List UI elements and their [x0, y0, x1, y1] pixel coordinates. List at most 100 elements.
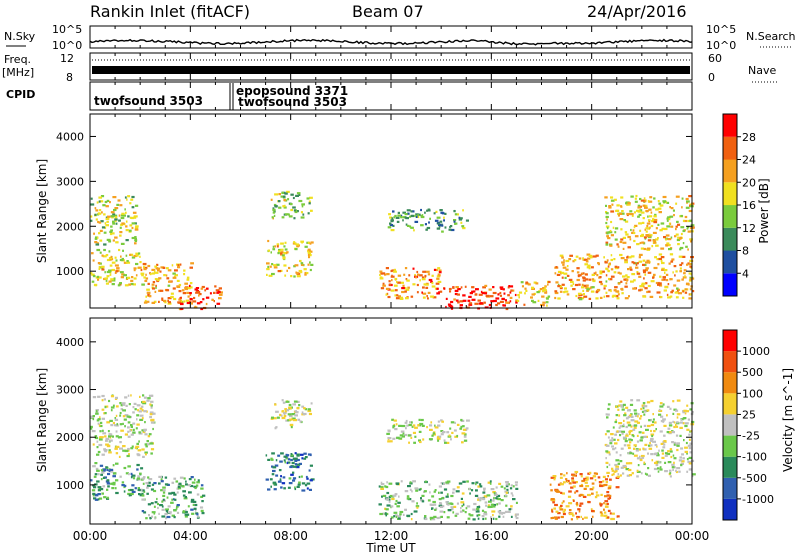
power-cell — [119, 226, 122, 229]
velocity-cell — [105, 480, 110, 483]
velocity-cell — [675, 469, 677, 472]
velocity-cell — [176, 505, 179, 508]
velocity-cell — [438, 498, 442, 501]
power-cell — [504, 299, 507, 302]
velocity-cell — [621, 408, 625, 411]
velocity-cell — [115, 452, 119, 455]
velocity-cell — [160, 478, 163, 481]
velocity-cell — [597, 476, 601, 479]
power-cell — [98, 276, 102, 279]
power-cell — [135, 262, 139, 266]
velocity-cell — [114, 417, 117, 420]
power-cell — [643, 285, 645, 288]
velocity-cell — [676, 413, 681, 416]
power-cell — [105, 282, 109, 285]
power-cell — [678, 237, 682, 240]
velocity-cell — [290, 426, 293, 429]
velocity-cell — [429, 424, 433, 427]
power-cell — [659, 204, 663, 207]
velocity-cell — [380, 487, 384, 490]
power-cell — [565, 259, 570, 263]
power-cell — [559, 287, 563, 290]
velocity-cell — [637, 413, 640, 416]
velocity-cell — [132, 431, 136, 434]
velocity-cell — [148, 478, 153, 481]
velocity-cell — [476, 514, 479, 517]
velocity-cell — [129, 488, 134, 492]
velocity-cell — [608, 487, 612, 490]
velocity-cell — [290, 473, 294, 476]
cpid-label: CPID — [6, 88, 35, 101]
power-cell — [167, 302, 172, 305]
velocity-colorbar-tick-label: -25 — [742, 430, 760, 443]
power-cell — [303, 268, 307, 271]
power-cell — [273, 266, 278, 269]
velocity-cell — [407, 434, 411, 437]
power-cell — [444, 212, 447, 215]
velocity-cell — [615, 414, 618, 417]
power-cell — [400, 281, 404, 284]
velocity-cell — [98, 473, 100, 476]
power-cell — [420, 208, 422, 212]
power-cell — [635, 194, 638, 198]
power-cell — [674, 291, 679, 294]
velocity-cell — [643, 424, 647, 427]
velocity-cell — [661, 452, 664, 455]
power-cell — [515, 299, 519, 302]
power-cell — [663, 201, 665, 204]
velocity-cell — [553, 507, 556, 510]
power-cell — [409, 215, 412, 218]
velocity-cell — [446, 516, 450, 519]
power-cell — [278, 193, 281, 196]
velocity-cell — [144, 451, 148, 454]
power-cell — [637, 204, 641, 207]
power-cell — [114, 271, 117, 274]
power-cell — [614, 238, 618, 241]
velocity-cell — [437, 435, 442, 438]
velocity-cell — [572, 485, 576, 488]
power-cell — [114, 256, 117, 259]
power-cell — [649, 295, 654, 298]
power-cell — [413, 229, 415, 232]
velocity-cell — [608, 453, 611, 456]
power-cell — [638, 275, 642, 278]
power-cell — [158, 300, 160, 303]
velocity-cell — [604, 505, 609, 508]
power-cell — [200, 287, 204, 290]
velocity-cell — [440, 419, 443, 422]
power-cell — [450, 228, 455, 232]
velocity-cell — [609, 442, 613, 445]
power-cell — [98, 265, 101, 269]
power-cell — [435, 282, 440, 285]
velocity-cell — [676, 442, 680, 445]
power-cell — [213, 300, 215, 303]
velocity-cell — [629, 462, 633, 465]
power-cell — [420, 224, 424, 227]
velocity-cell — [686, 458, 689, 461]
velocity-cell — [150, 400, 154, 403]
power-cell — [619, 218, 624, 221]
power-cell — [431, 285, 436, 288]
velocity-cell — [642, 447, 645, 450]
velocity-cell — [98, 424, 101, 427]
power-cell — [410, 210, 414, 213]
velocity-cell — [636, 421, 640, 424]
velocity-cell — [437, 439, 440, 442]
velocity-cell — [647, 452, 649, 455]
velocity-cell — [688, 456, 692, 459]
velocity-cell — [397, 515, 401, 518]
power-cell — [624, 259, 628, 262]
velocity-cell — [298, 481, 301, 484]
power-cell — [681, 278, 684, 281]
velocity-cell — [290, 458, 293, 462]
velocity-cell — [613, 438, 616, 441]
velocity-cell — [133, 402, 137, 405]
velocity-cell — [642, 448, 647, 451]
velocity-cell — [284, 461, 287, 464]
velocity-cell — [673, 443, 676, 446]
velocity-cell — [136, 442, 139, 445]
velocity-cell — [688, 447, 692, 450]
velocity-cell — [660, 420, 665, 423]
power-cell — [414, 214, 417, 217]
velocity-cell — [136, 423, 140, 426]
